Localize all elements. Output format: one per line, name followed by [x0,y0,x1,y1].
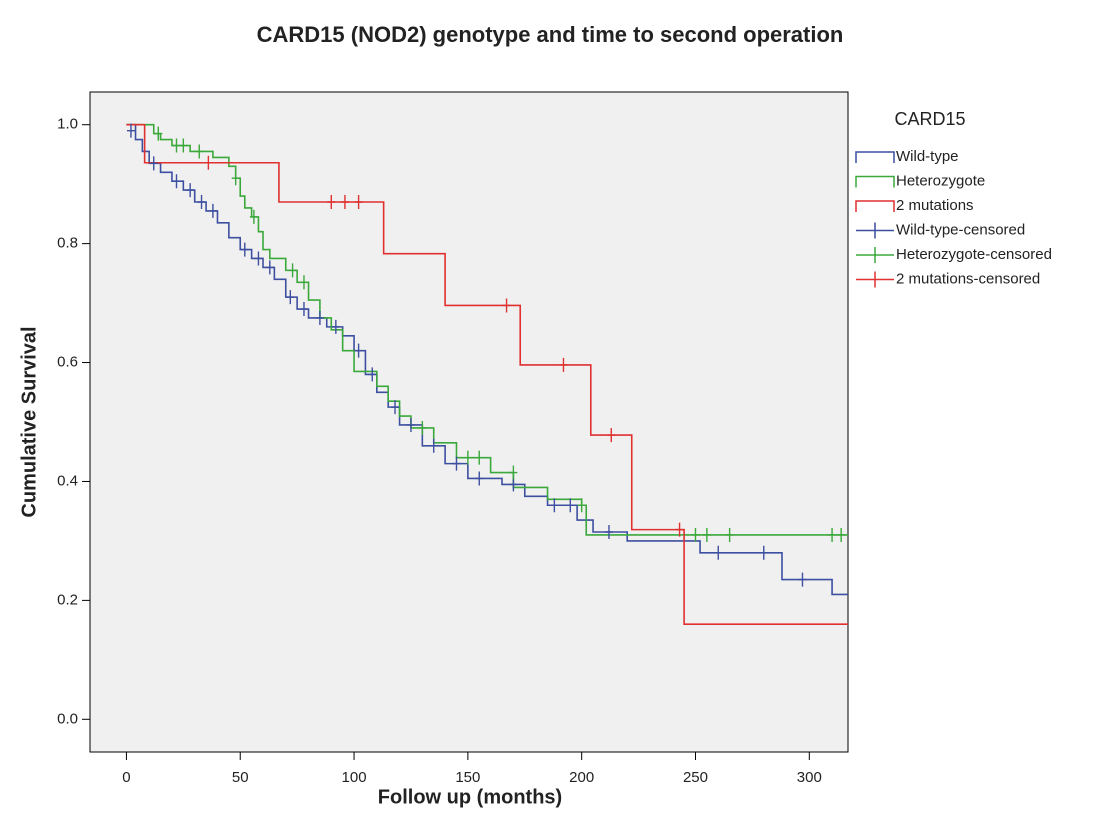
censor-mark [475,450,484,465]
legend-symbol [855,200,895,212]
legend-symbol [855,151,895,163]
censor-mark [172,138,181,153]
censor-mark [154,126,163,141]
censor-mark [231,171,240,186]
legend-label: 2 mutations-censored [896,270,1040,287]
censor-mark [604,525,613,539]
censor-mark [452,456,461,471]
legend-label: Wild-type-censored [896,221,1025,238]
survival-curve [126,123,848,536]
censor-mark [675,522,684,537]
censor-mark [354,343,363,358]
censor-mark [550,498,559,513]
censor-mark [702,527,711,542]
censor-mark [607,428,616,443]
x-tick-label: 0 [122,769,130,786]
censor-mark [837,527,846,542]
plot-area [89,91,849,753]
x-tick-label: 50 [232,769,249,786]
censor-mark [828,527,837,542]
censor-mark [354,195,363,209]
censor-mark [502,298,511,313]
censor-mark [299,302,308,317]
y-tick-label: 0.4 [57,472,78,489]
censor-mark [249,209,258,224]
y-tick-label: 1.0 [57,116,78,133]
censor-mark [475,471,484,486]
censor-mark [759,545,768,560]
censor-mark [254,251,263,266]
censor-mark [126,123,135,138]
censor-mark [172,174,181,189]
y-tick-label: 0.8 [57,235,78,252]
legend-title: CARD15 [894,109,965,129]
x-tick-label: 150 [455,769,480,786]
x-tick-label: 100 [342,769,367,786]
x-tick-label: 200 [569,769,594,786]
legend-symbol [855,175,895,188]
y-tick-label: 0.2 [57,591,78,608]
y-axis-label: Cumulative Survival [18,326,40,517]
censor-mark [509,465,518,480]
censor-mark [331,319,340,334]
x-tick-label: 250 [683,769,708,786]
legend-symbol [856,247,894,263]
legend-label: Heterozygote-censored [896,246,1052,263]
x-tick-label: 300 [797,769,822,786]
chart-title: CARD15 (NOD2) genotype and time to secon… [257,22,844,47]
censor-mark [299,275,308,290]
censor-mark [509,477,518,492]
censor-mark [265,260,274,275]
censor-mark [186,183,195,198]
censor-mark [240,242,249,257]
censor-mark [288,263,297,278]
censor-mark [559,357,568,372]
censor-mark [429,438,438,453]
legend-symbol [856,271,894,288]
censor-mark [195,144,204,159]
censor-mark [391,400,400,415]
censor-mark [368,367,377,382]
x-axis-label: Follow up (months) [378,786,562,808]
censor-mark [418,420,427,435]
y-tick-label: 0.0 [57,710,78,727]
censor-mark [798,572,807,587]
survival-curve [126,123,848,625]
censor-mark [714,545,723,560]
censor-mark [197,195,206,209]
y-tick-label: 0.6 [57,354,78,371]
censor-mark [463,450,472,465]
censor-mark [315,310,324,325]
legend-label: 2 mutations [896,197,974,214]
censor-mark [204,155,213,170]
censor-mark [566,498,575,513]
censor-mark [208,203,217,218]
legend-symbol [856,222,894,239]
censor-mark [406,417,415,432]
censor-mark [340,195,349,209]
censor-mark [286,290,295,305]
legend-label: Wild-type [896,148,959,165]
censor-mark [327,195,336,209]
censor-mark [149,156,158,171]
legend-label: Heterozygote [896,172,985,189]
censor-mark [725,527,734,542]
censor-mark [691,527,700,542]
censor-mark [179,138,188,153]
censor-mark [577,498,586,513]
